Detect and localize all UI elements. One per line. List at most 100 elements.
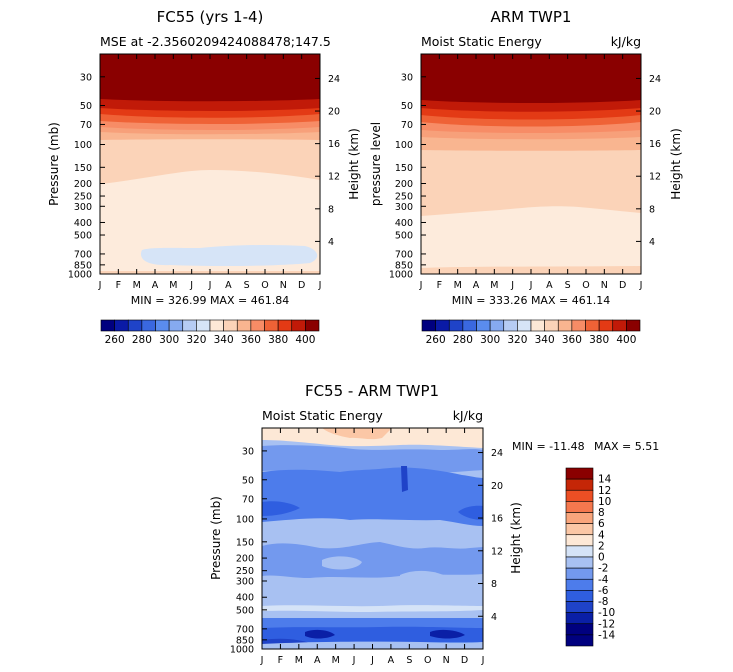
- month-tick-label: O: [582, 280, 589, 291]
- panel-fc55: FC55 (yrs 1-4) MSE at -2.356020942408847…: [47, 8, 361, 307]
- height-tick-label: 16: [328, 139, 340, 150]
- arm-title: ARM TWP1: [491, 8, 572, 26]
- month-tick-label: M: [332, 655, 340, 666]
- pressure-tick-label: 70: [242, 494, 254, 505]
- colorbar-swatch: [565, 534, 594, 547]
- month-tick-label: J: [510, 280, 514, 291]
- arm-colorbar: 260 280 300 320 340 360 380 400: [421, 319, 641, 346]
- month-tick-label: M: [295, 655, 303, 666]
- diff-low-neutral: [262, 605, 483, 612]
- colorbar-swatch: [435, 319, 450, 332]
- colorbar-swatch: [565, 478, 594, 491]
- colorbar-swatch: [565, 556, 594, 569]
- pressure-tick-label: 400: [74, 218, 92, 229]
- fc55-lowlevel-minimum: [140, 244, 318, 267]
- month-tick-label: A: [473, 280, 480, 291]
- colorbar-swatch: [565, 578, 594, 591]
- colorbar-label: -4: [598, 574, 609, 586]
- month-tick-label: S: [244, 280, 250, 291]
- colorbar-label: 360: [562, 334, 582, 346]
- pressure-tick-label: 50: [80, 101, 92, 112]
- pressure-tick-label: 700: [74, 249, 92, 260]
- arm-subtitle-left: Moist Static Energy: [421, 34, 542, 49]
- colorbar-swatch: [448, 319, 464, 332]
- diff-ylabel-right: Height (km): [509, 502, 523, 573]
- colorbar-swatch: [503, 319, 518, 332]
- pressure-tick-label: 200: [395, 179, 413, 190]
- diff-mid-patch-2: [400, 570, 452, 586]
- colorbar-swatch: [565, 523, 594, 536]
- height-tick-label: 24: [491, 448, 503, 459]
- month-tick-label: J: [529, 280, 533, 291]
- pressure-tick-label: 850: [74, 260, 92, 271]
- colorbar-label: 280: [132, 334, 152, 346]
- colorbar-swatch: [565, 601, 594, 613]
- height-tick-label: 16: [491, 514, 503, 525]
- month-tick-label: J: [189, 280, 193, 291]
- height-tick-label: 12: [491, 546, 503, 557]
- fc55-ylabel-left: Pressure (mb): [47, 122, 61, 206]
- colorbar-swatch: [223, 319, 238, 332]
- pressure-tick-label: 250: [395, 192, 413, 203]
- pressure-tick-label: 850: [236, 635, 254, 646]
- colorbar-label: -14: [598, 629, 615, 641]
- colorbar-swatch: [517, 319, 532, 332]
- colorbar-label: 320: [186, 334, 206, 346]
- height-tick-label: 8: [491, 579, 497, 590]
- fc55-title: FC55 (yrs 1-4): [157, 8, 264, 26]
- pressure-tick-label: 850: [395, 260, 413, 271]
- diff-neg-upper: [262, 445, 483, 475]
- colorbar-label: 300: [159, 334, 179, 346]
- panel-arm: ARM TWP1 Moist Static Energy kJ/kg 30 50 7…: [369, 8, 683, 307]
- month-tick-label: A: [314, 655, 321, 666]
- colorbar-label: 380: [589, 334, 609, 346]
- height-tick-label: 4: [328, 237, 334, 248]
- pressure-tick-label: 1000: [68, 270, 92, 281]
- colorbar-label: 400: [295, 334, 315, 346]
- month-tick-label: J: [318, 280, 322, 291]
- colorbar-label: 280: [453, 334, 473, 346]
- height-tick-label: 4: [649, 237, 655, 248]
- colorbar-swatch: [612, 319, 627, 332]
- pressure-tick-label: 1000: [389, 270, 413, 281]
- height-tick-label: 24: [328, 74, 340, 85]
- month-tick-label: J: [370, 655, 374, 666]
- colorbar-swatch: [236, 319, 252, 332]
- colorbar-label: 340: [214, 334, 234, 346]
- colorbar-label: 0: [598, 552, 605, 564]
- colorbar-swatch: [565, 467, 594, 480]
- pressure-tick-label: 30: [401, 72, 413, 83]
- pressure-tick-label: 1000: [230, 645, 254, 656]
- month-tick-label: A: [546, 280, 553, 291]
- colorbar-swatch: [168, 319, 184, 332]
- colorbar-swatch: [489, 319, 505, 332]
- diff-mid-light: [262, 542, 483, 578]
- height-tick-label: 4: [491, 612, 497, 623]
- month-tick-label: J: [419, 280, 423, 291]
- colorbar-swatch: [476, 319, 491, 332]
- month-tick-label: S: [406, 655, 412, 666]
- colorbar-swatch: [114, 319, 129, 332]
- pressure-tick-label: 300: [395, 202, 413, 213]
- arm-field: [421, 54, 641, 274]
- colorbar-swatch: [127, 319, 143, 332]
- pressure-tick-label: 500: [395, 231, 413, 242]
- month-tick-label: F: [437, 280, 442, 291]
- fc55-field: [100, 54, 320, 274]
- diff-neg-core: [262, 467, 483, 526]
- pressure-tick-label: 50: [401, 101, 413, 112]
- colorbar-swatch: [585, 319, 600, 332]
- pressure-tick-label: 100: [236, 514, 254, 525]
- month-tick-label: J: [208, 280, 212, 291]
- colorbar-label: -12: [598, 618, 615, 630]
- diff-ylabel-left: Pressure (mb): [209, 496, 223, 580]
- pressure-tick-label: 50: [242, 475, 254, 486]
- panel-diff: FC55 - ARM TWP1 Moist Static Energy kJ/k…: [209, 382, 659, 666]
- colorbar-swatch: [557, 319, 573, 332]
- fc55-band-top: [100, 54, 320, 102]
- month-tick-label: M: [454, 280, 462, 291]
